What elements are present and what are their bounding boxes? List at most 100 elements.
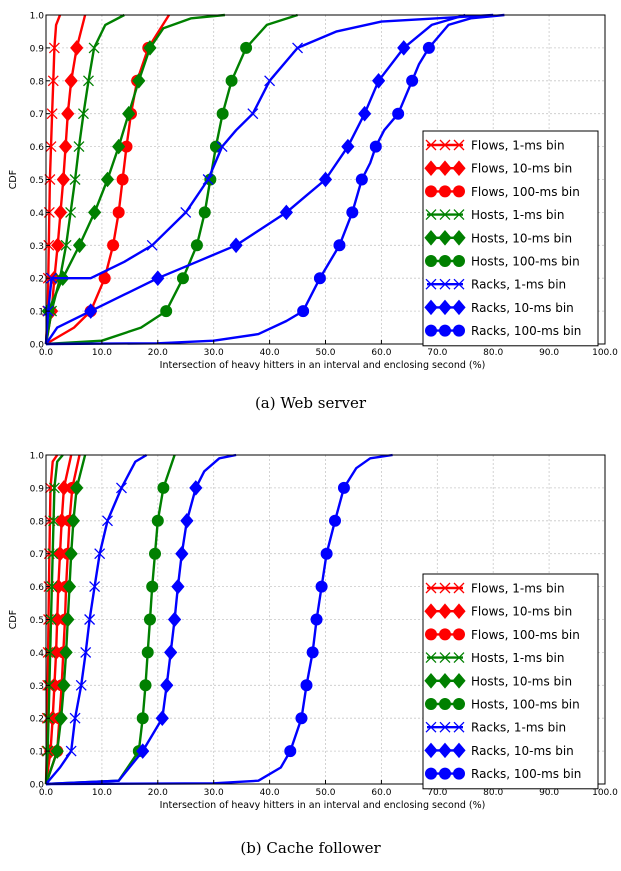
data-point [247,108,259,120]
data-point [100,171,115,188]
series-line [45,453,237,786]
data-point [422,41,435,54]
legend-label: Hosts, 1-ms bin [471,208,564,222]
data-point [164,644,178,661]
legend-marker [453,324,465,337]
data-point [64,545,78,562]
legend-marker [424,160,438,176]
y-tick-label: 0.8 [30,517,45,527]
x-tick-label: 10.0 [92,348,112,358]
legend-marker [425,652,437,664]
legend-marker [453,139,465,151]
legend-label: Flows, 10-ms bin [471,162,572,176]
data-point [45,614,57,625]
data-point [202,174,214,185]
chart-panel-0: 0.0 10.0 20.0 30.0 40.0 50.0 60.0 70.0 80.0 90.0 1… [8,12,618,413]
data-point [47,548,59,560]
data-point [318,171,333,188]
y-tick-label: 0.5 [30,616,44,626]
data-point [369,140,382,153]
legend-label: Flows, 100-ms bin [471,185,580,199]
data-point [141,646,154,659]
data-point [216,141,228,153]
x-tick-label: 20.0 [148,348,168,358]
data-point [65,745,77,757]
series-hosts-10-ms-bin [44,454,87,785]
figure-caption: (a) Web server [255,394,367,412]
legend-marker [439,139,451,151]
x-tick-label: 30.0 [204,788,224,798]
data-point [50,743,64,759]
y-tick-label: 0.0 [30,341,45,351]
legend-marker [453,628,465,641]
data-point [136,743,150,759]
legend-label: Racks, 100-ms bin [471,324,581,338]
legend-marker [439,209,451,221]
legend-label: Hosts, 100-ms bin [471,255,580,269]
legend-marker [452,160,466,176]
data-point [59,644,73,661]
legend-marker [425,255,437,267]
data-point [146,580,159,593]
data-point [371,73,386,89]
data-point [54,710,68,726]
data-point [180,513,194,529]
legend-marker [438,673,452,689]
legend-label: Flows, 100-ms bin [471,628,580,642]
data-point [69,712,81,724]
y-tick-label: 1.0 [30,452,45,462]
legend-label: Racks, 10-ms bin [471,744,574,758]
data-point [46,581,58,593]
data-point [225,74,238,87]
data-point [51,237,65,254]
data-point [84,303,98,319]
series-racks-10-ms-bin [45,13,466,345]
data-point [61,611,75,628]
x-tick-label: 10.0 [92,788,112,798]
legend-marker [452,673,466,689]
data-point [155,710,169,726]
data-point [146,239,158,251]
data-point [62,578,77,595]
y-tick-label: 0.1 [30,308,44,318]
legend-marker [425,582,437,594]
y-tick-label: 0.5 [30,176,44,186]
data-point [229,237,243,254]
legend-marker [439,324,451,337]
legend-marker [424,230,438,246]
legend-marker [439,278,451,290]
data-point [64,73,78,89]
data-point [341,138,355,155]
data-point [355,173,368,186]
legend-marker [424,742,438,759]
data-point [44,646,56,658]
data-point [56,171,70,188]
legend-marker [439,767,451,780]
legend-marker [453,721,465,733]
legend-marker [452,603,466,619]
data-point [176,272,189,285]
y-tick-label: 0.3 [30,682,44,692]
legend-marker [424,673,438,689]
legend-marker [425,628,437,641]
data-point [397,40,411,56]
y-tick-label: 0.8 [30,77,45,87]
data-point [157,481,170,494]
y-tick-label: 0.4 [30,209,45,219]
legend-marker [438,160,452,176]
data-point [143,40,157,56]
x-tick-label: 30.0 [204,348,224,358]
legend-label: Flows, 1-ms bin [471,582,565,596]
data-point [46,272,58,284]
legend-marker [425,209,437,221]
y-axis-label: CDF [8,170,19,189]
legend-label: Hosts, 100-ms bin [471,698,580,712]
data-point [160,305,173,318]
x-tick-label: 60.0 [371,788,391,798]
data-point [65,206,77,218]
data-point [122,105,136,122]
legend-marker [438,230,452,246]
y-axis-label: CDF [8,610,19,629]
legend-marker [452,299,466,316]
